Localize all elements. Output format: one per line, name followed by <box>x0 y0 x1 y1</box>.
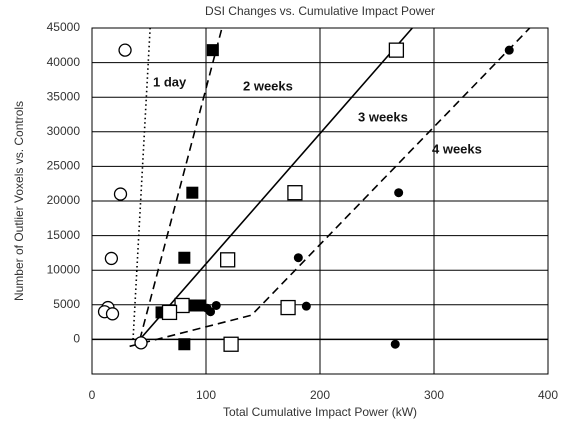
fit-line <box>139 28 223 340</box>
marker <box>388 42 405 58</box>
x-axis-label: Total Cumulative Impact Power (kW) <box>223 405 417 419</box>
marker <box>390 339 400 349</box>
fit-line <box>129 28 531 348</box>
y-axis-label: Number of Outlier Voxels vs. Controls <box>12 101 26 301</box>
series-label: 1 day <box>153 74 187 89</box>
marker <box>118 43 132 57</box>
x-tick-label: 200 <box>310 388 330 402</box>
marker <box>301 301 311 311</box>
marker <box>394 188 404 198</box>
marker <box>178 251 191 264</box>
marker <box>211 300 221 310</box>
marker <box>134 336 148 350</box>
marker <box>178 338 191 351</box>
marker <box>287 185 303 201</box>
marker <box>220 252 236 268</box>
y-tick-label: 5000 <box>53 297 80 311</box>
fit-line <box>139 28 413 340</box>
y-tick-label: 20000 <box>47 193 81 207</box>
marker <box>206 44 219 57</box>
chart-title: DSI Changes vs. Cumulative Impact Power <box>205 4 435 18</box>
x-tick-label: 100 <box>196 388 216 402</box>
y-tick-label: 0 <box>73 332 80 346</box>
marker <box>206 307 216 317</box>
series-label: 2 weeks <box>243 78 293 93</box>
marker <box>223 336 239 352</box>
x-tick-label: 300 <box>424 388 444 402</box>
y-tick-label: 10000 <box>47 262 81 276</box>
marker <box>504 45 514 55</box>
marker <box>280 299 296 316</box>
marker <box>113 187 128 201</box>
marker <box>105 307 120 321</box>
x-tick-label: 0 <box>89 388 96 402</box>
y-tick-label: 15000 <box>47 228 81 242</box>
x-tick-label: 400 <box>538 388 558 402</box>
marker <box>293 253 303 263</box>
marker <box>186 186 199 199</box>
series-label: 4 weeks <box>432 141 482 156</box>
marker <box>104 251 119 266</box>
y-tick-label: 30000 <box>47 124 81 138</box>
y-tick-label: 25000 <box>47 159 81 173</box>
series-label: 3 weeks <box>358 109 408 124</box>
marker <box>161 304 178 321</box>
y-tick-label: 45000 <box>47 20 81 34</box>
y-tick-label: 40000 <box>47 55 81 69</box>
y-tick-label: 35000 <box>47 89 81 103</box>
